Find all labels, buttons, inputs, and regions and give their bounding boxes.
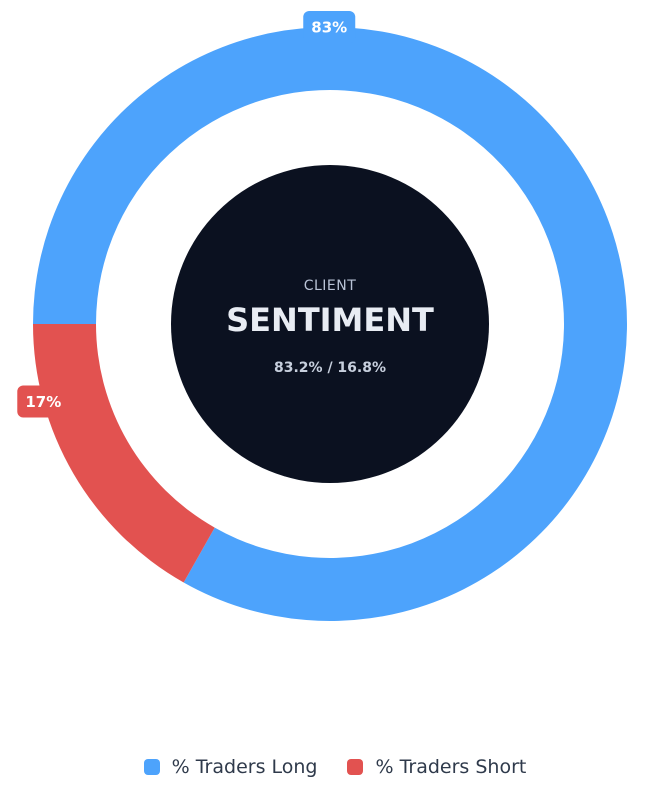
legend-label-long: % Traders Long (171, 756, 318, 778)
legend-item-long[interactable]: % Traders Long (143, 756, 318, 778)
legend: % Traders Long % Traders Short (0, 752, 670, 782)
center-kicker: CLIENT (304, 278, 357, 294)
slice-label-box-short (17, 385, 70, 418)
center-title: SENTIMENT (226, 301, 434, 339)
slice-short[interactable] (33, 324, 215, 583)
center-disc (171, 165, 489, 483)
donut-slices (33, 27, 627, 622)
slice-label-long: 83% (303, 11, 356, 44)
legend-item-short[interactable]: % Traders Short (347, 756, 526, 778)
legend-swatch-short (347, 759, 364, 775)
slice-label-text-long: 83% (311, 19, 347, 37)
center-ratio: 83.2% / 16.8% (274, 360, 386, 376)
legend-label-short: % Traders Short (375, 756, 527, 778)
slice-label-short: 17% (17, 385, 70, 418)
slice-label-box-long (303, 11, 356, 44)
slice-labels: 83% 17% (17, 11, 356, 418)
slice-label-text-short: 17% (25, 393, 61, 411)
legend-swatch-long (143, 759, 160, 775)
